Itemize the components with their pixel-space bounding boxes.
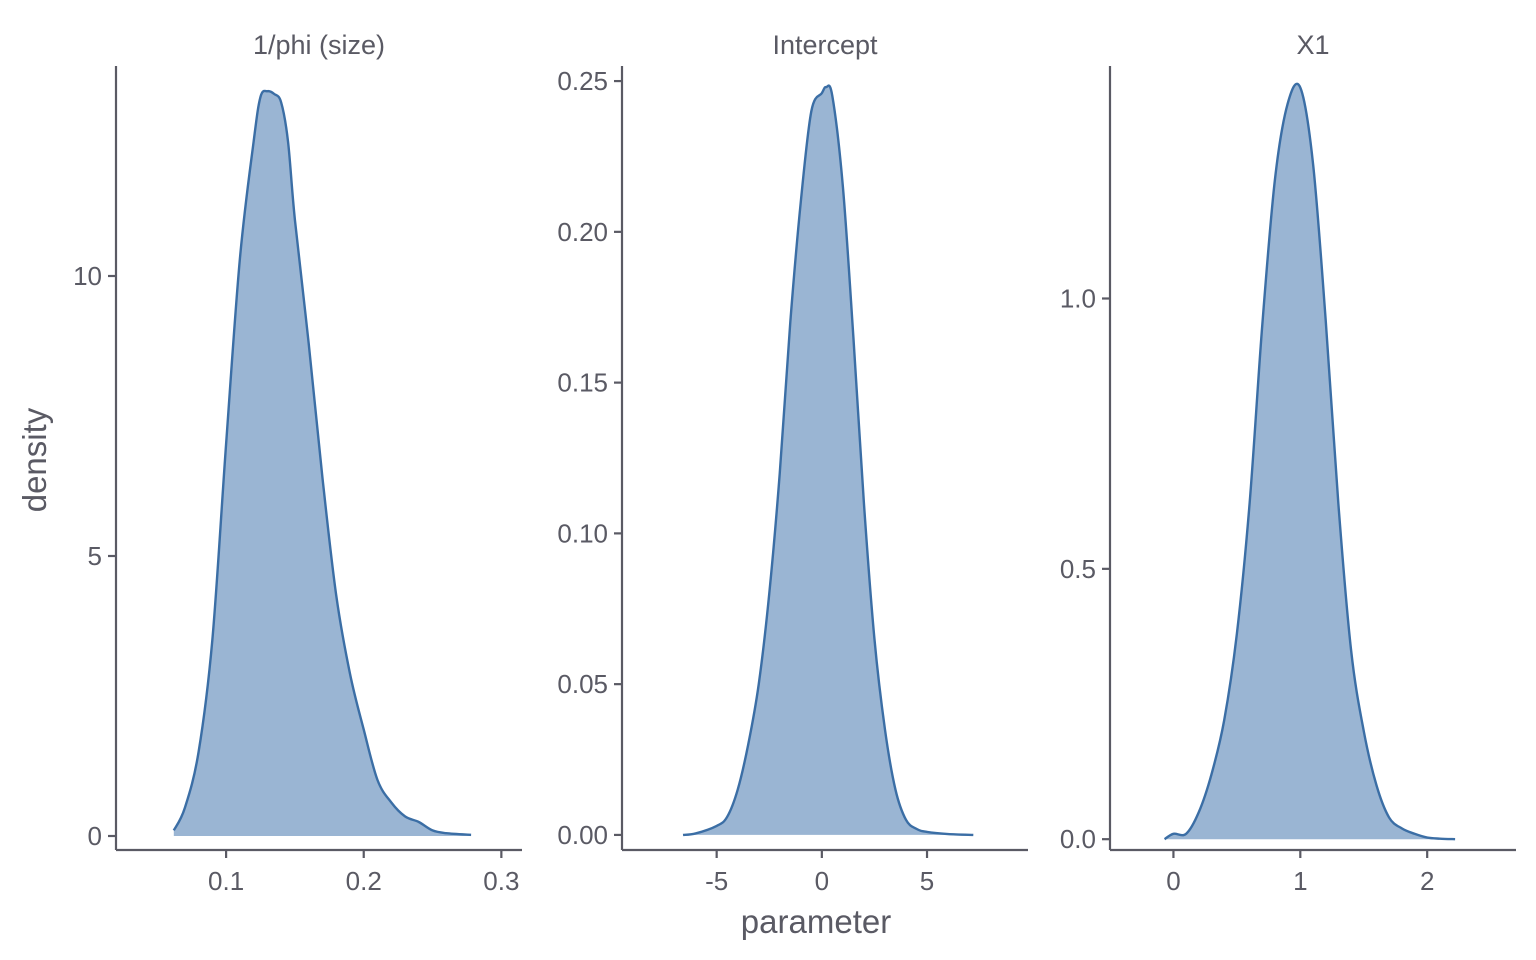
panel-title: X1 xyxy=(1296,30,1329,60)
panel-title: 1/phi (size) xyxy=(253,30,385,60)
y-tick-label: 0 xyxy=(88,821,102,851)
x-tick-label: 5 xyxy=(920,866,934,896)
x-tick-label: -5 xyxy=(705,866,728,896)
x-tick-label: 0.1 xyxy=(208,866,244,896)
x-tick-label: 0 xyxy=(1166,866,1180,896)
panel-title: Intercept xyxy=(772,30,878,60)
density-line xyxy=(682,84,974,837)
y-tick-label: 0.20 xyxy=(557,217,608,247)
x-tick-label: 2 xyxy=(1420,866,1434,896)
facet-panel: X1 0.0 0.5 1.0 0 1 2 xyxy=(1060,30,1516,896)
facet-panel: 1/phi (size) 0 5 10 0.1 0.2 0.3 xyxy=(73,30,522,896)
y-tick-label: 5 xyxy=(88,541,102,571)
y-tick-label: 10 xyxy=(73,261,102,291)
x-tick-label: 0.2 xyxy=(346,866,382,896)
density-area xyxy=(683,85,974,835)
x-tick-label: 0.3 xyxy=(483,866,519,896)
x-axis-title: parameter xyxy=(741,903,891,940)
y-tick-label: 1.0 xyxy=(1060,283,1096,313)
x-tick-label: 0 xyxy=(815,866,829,896)
density-area xyxy=(1164,83,1456,840)
density-line xyxy=(172,89,472,837)
y-tick-label: 0.00 xyxy=(557,820,608,850)
y-axis-title: density xyxy=(16,407,53,512)
density-line xyxy=(1163,82,1456,841)
facet-panel: Intercept 0.00 0.05 0.10 0.15 0.20 0.25 -5 0 5 xyxy=(557,30,1028,896)
y-tick-label: 0.10 xyxy=(557,518,608,548)
y-tick-label: 0.5 xyxy=(1060,554,1096,584)
y-tick-label: 0.25 xyxy=(557,66,608,96)
y-tick-label: 0.0 xyxy=(1060,824,1096,854)
x-tick-label: 1 xyxy=(1293,866,1307,896)
y-tick-label: 0.15 xyxy=(557,368,608,398)
y-tick-label: 0.05 xyxy=(557,669,608,699)
density-area xyxy=(173,90,472,836)
